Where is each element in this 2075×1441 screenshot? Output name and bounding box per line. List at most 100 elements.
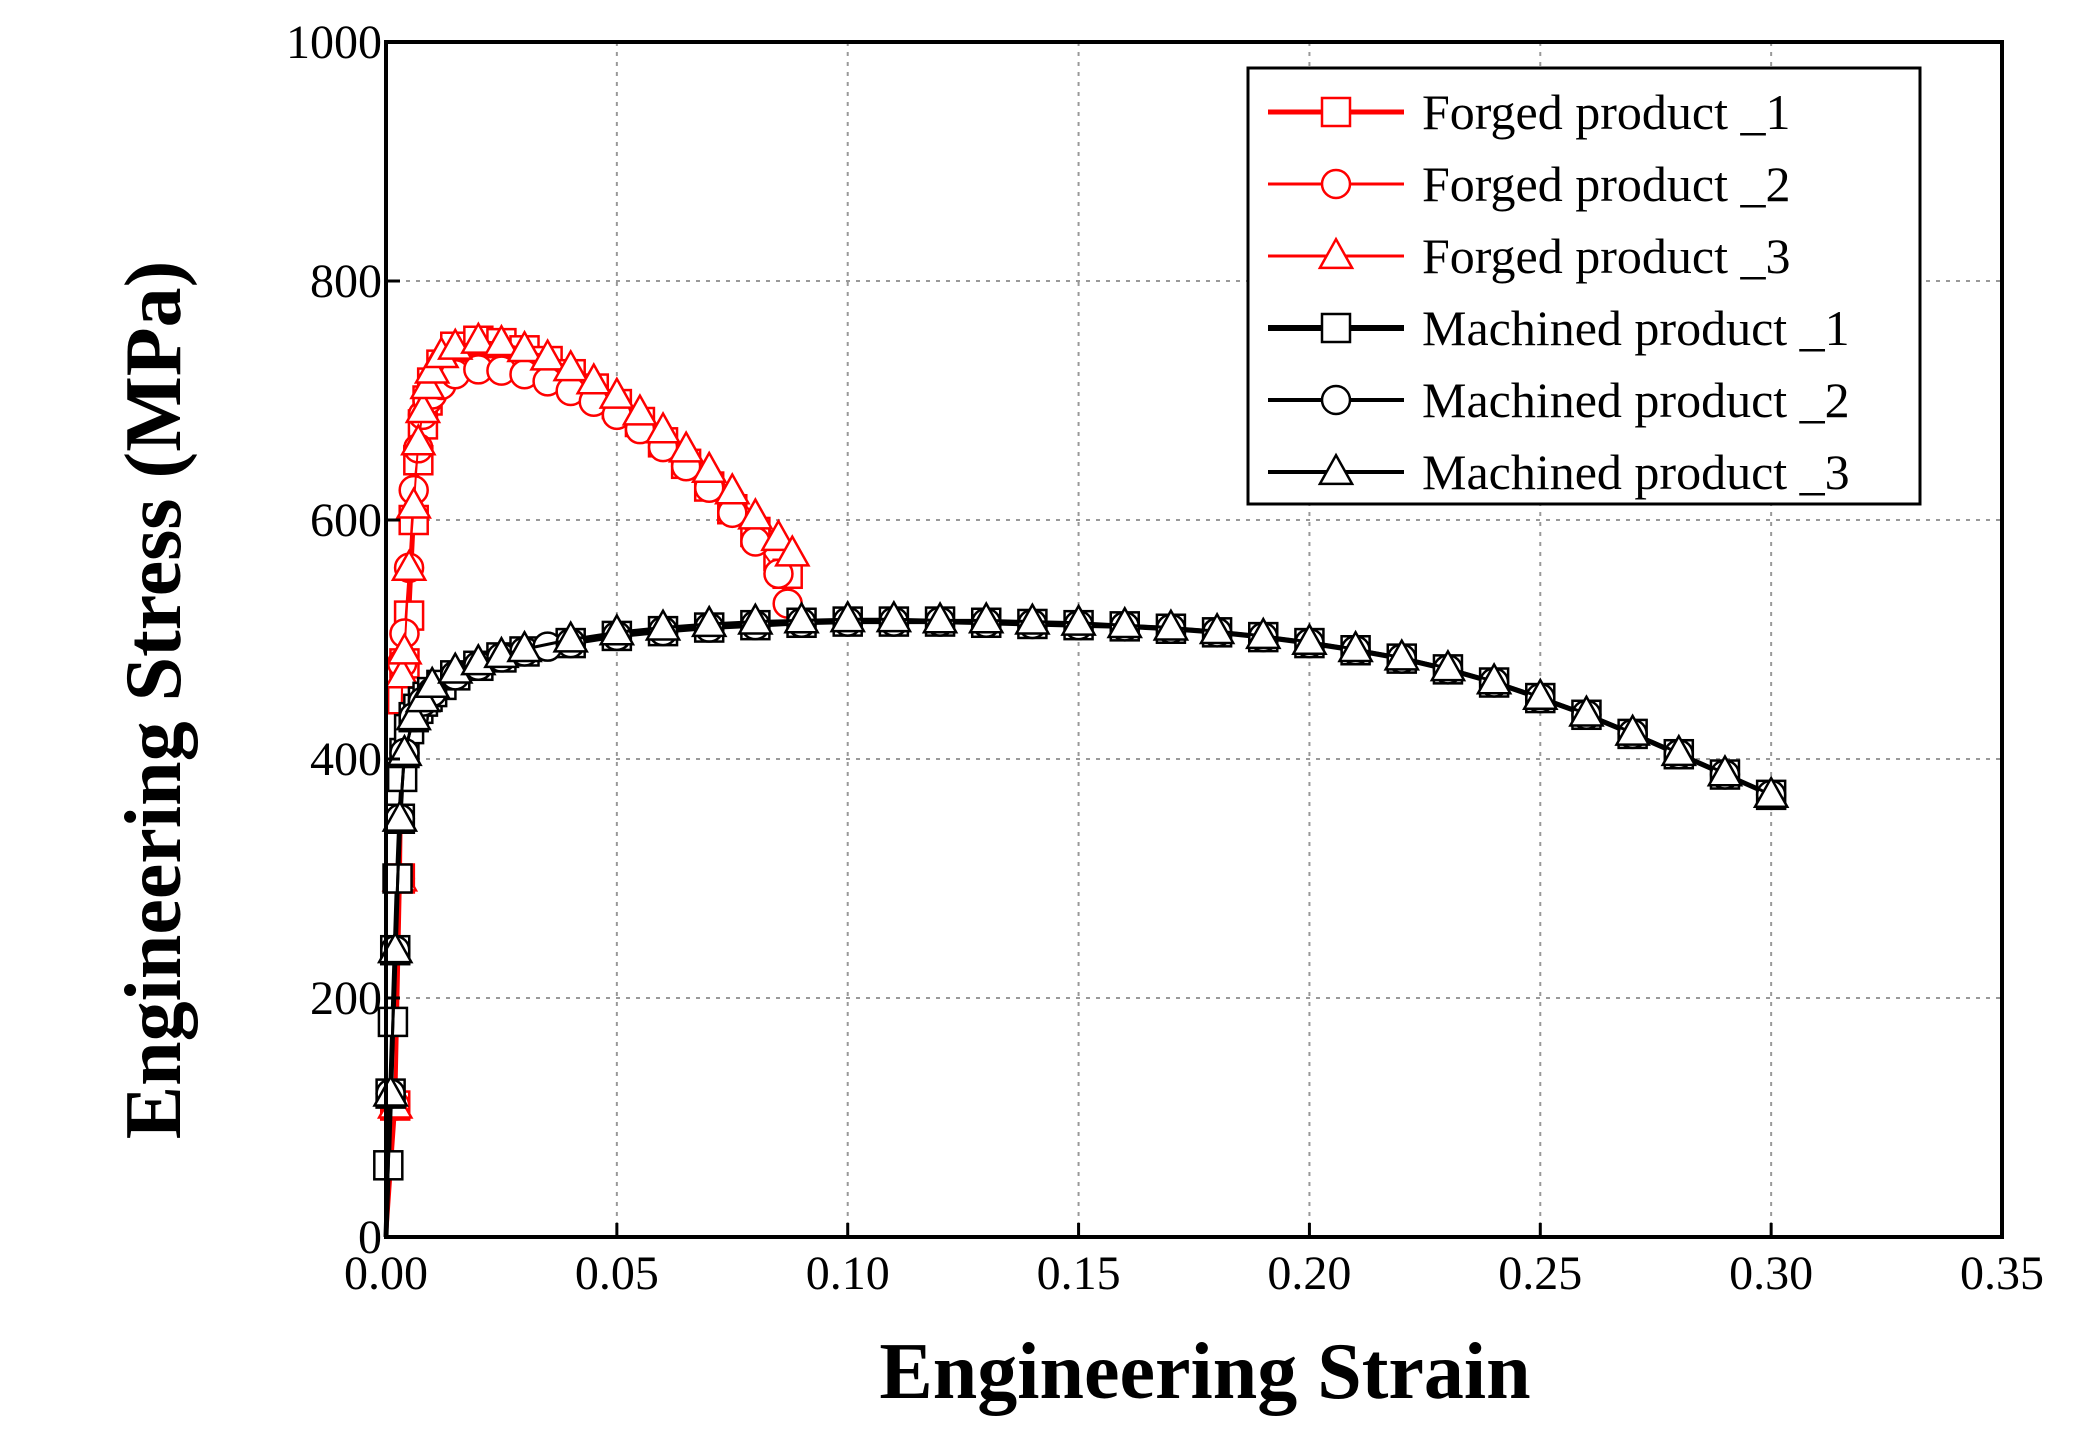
y-tick-label: 800 — [310, 255, 382, 308]
data-point — [774, 534, 811, 567]
legend-label: Forged product _2 — [1422, 156, 1790, 212]
data-point — [1383, 638, 1421, 671]
legend-marker — [1317, 452, 1355, 486]
data-point — [644, 411, 682, 444]
data-point — [395, 486, 432, 519]
data-point — [1614, 713, 1651, 746]
data-point — [506, 629, 543, 663]
x-tick-label: 0.10 — [806, 1247, 890, 1300]
legend-label: Machined product _1 — [1422, 300, 1850, 356]
data-point — [1060, 603, 1097, 636]
x-tick-label: 0.30 — [1729, 1247, 1813, 1300]
data-point — [598, 612, 636, 646]
data-point — [483, 323, 520, 357]
x-tick-label: 0.15 — [1037, 1247, 1121, 1300]
data-point — [395, 697, 432, 731]
data-point — [383, 655, 421, 689]
data-point — [760, 518, 797, 552]
y-tick-label: 200 — [310, 972, 382, 1025]
data-point — [1198, 611, 1236, 645]
data-point — [372, 1074, 409, 1107]
data-point — [390, 548, 428, 581]
y-tick-label: 1000 — [286, 16, 382, 69]
legend: Forged product _1 Forged product _2 Forged… — [1246, 66, 1922, 506]
series-3 — [376, 321, 811, 1238]
data-point — [783, 601, 820, 634]
data-point — [1568, 694, 1605, 727]
data-point — [667, 430, 705, 463]
data-point — [1337, 629, 1374, 663]
x-tick-label: 0.35 — [1960, 1247, 2044, 1300]
x-tick-labels: 0.00 0.05 0.10 0.15 0.20 0.25 0.30 0.35 — [344, 1247, 2044, 1300]
data-point — [575, 362, 613, 395]
data-point — [386, 632, 423, 665]
legend-frame — [1246, 66, 1922, 506]
legend-label: Forged product _3 — [1422, 228, 1790, 284]
data-point — [737, 497, 774, 530]
data-point — [690, 604, 728, 638]
legend-item-4: Machined product _1 — [1268, 300, 1850, 356]
legend-marker — [1317, 236, 1355, 270]
series-4 — [373, 606, 1787, 1238]
legend-marker — [1320, 168, 1352, 200]
plot-frame — [384, 40, 2004, 1239]
data-point — [1475, 661, 1513, 695]
legend-marker — [1320, 312, 1352, 344]
data-point — [1429, 648, 1467, 682]
data-point — [1152, 608, 1190, 641]
data-point — [1660, 733, 1698, 767]
data-point — [875, 599, 913, 633]
data-point — [506, 329, 543, 363]
data-point — [621, 393, 659, 426]
data-point — [404, 390, 442, 424]
y-tick-labels: 0 200 400 600 800 1000 — [286, 16, 382, 1264]
x-tick-label: 0.25 — [1498, 1247, 1582, 1300]
data-point — [400, 422, 437, 456]
data-point — [1014, 602, 1051, 635]
series-line — [384, 338, 790, 1238]
data-point — [690, 450, 728, 483]
data-point — [1106, 605, 1143, 639]
legend-item-1: Forged product _1 — [1268, 84, 1790, 140]
data-point — [1752, 775, 1790, 808]
x-axis-title: Engineering Strain — [879, 1328, 1530, 1416]
y-tick-label: 0 — [358, 1211, 382, 1264]
data-point — [460, 321, 497, 354]
legend-item-2: Forged product _2 — [1268, 156, 1790, 212]
legend-item-6: Machined product _3 — [1268, 444, 1850, 500]
data-point — [644, 608, 682, 641]
data-point — [829, 599, 866, 633]
data-point — [552, 348, 589, 382]
data-point — [921, 601, 959, 634]
legend-marker — [1320, 384, 1352, 416]
data-point — [1245, 616, 1282, 650]
data-point — [529, 338, 566, 371]
data-point — [714, 471, 751, 505]
series-layer — [372, 321, 1790, 1238]
data-point — [967, 601, 1005, 634]
data-point — [1706, 753, 1744, 787]
data-point — [1522, 677, 1559, 711]
y-tick-label: 400 — [310, 733, 382, 786]
legend-label: Forged product _1 — [1422, 84, 1790, 140]
data-point — [1291, 622, 1328, 656]
data-point — [598, 376, 636, 409]
legend-marker — [1320, 96, 1352, 128]
axis-ticks — [384, 40, 2004, 1239]
x-tick-label: 0.05 — [575, 1247, 659, 1300]
legend-item-3: Forged product _3 — [1268, 228, 1790, 284]
data-point — [381, 799, 419, 832]
legend-label: Machined product _2 — [1422, 372, 1850, 428]
y-tick-label: 600 — [310, 494, 382, 547]
series-6 — [372, 599, 1790, 1238]
data-point — [740, 526, 771, 557]
series-1 — [379, 325, 803, 1238]
data-point — [737, 602, 774, 635]
data-point — [552, 620, 589, 653]
x-tick-label: 0.00 — [344, 1247, 428, 1300]
legend-label: Machined product _3 — [1422, 444, 1850, 500]
legend-item-5: Machined product _2 — [1268, 372, 1850, 428]
x-tick-label: 0.20 — [1267, 1247, 1351, 1300]
y-axis-title: Engineering Stress (MPa) — [110, 261, 198, 1139]
